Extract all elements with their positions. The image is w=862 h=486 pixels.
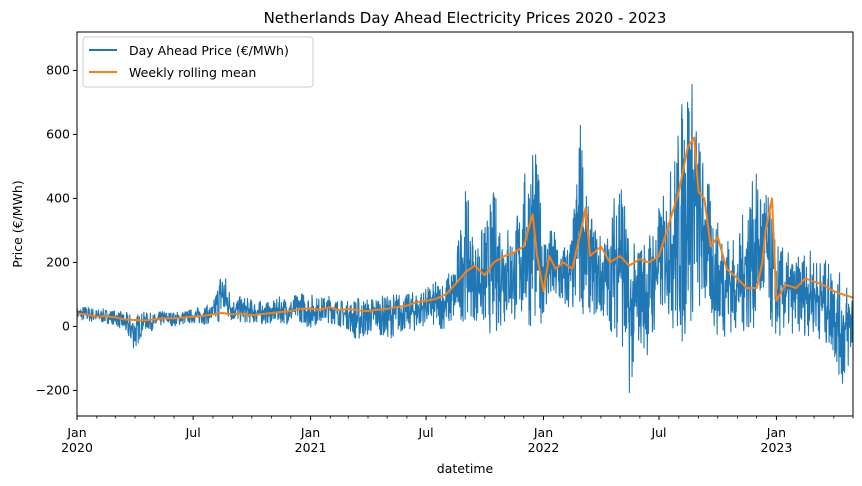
x-tick-label: Jan <box>533 425 553 440</box>
y-tick-label: 800 <box>46 62 70 77</box>
x-tick-label: Jul <box>650 425 666 440</box>
chart-title: Netherlands Day Ahead Electricity Prices… <box>264 9 667 27</box>
x-tick-label: Jul <box>418 425 434 440</box>
x-axis-label: datetime <box>437 461 494 476</box>
x-tick-year-label: 2021 <box>295 440 327 455</box>
y-tick-label: 0 <box>62 318 70 333</box>
x-tick-label: Jul <box>185 425 201 440</box>
x-tick-label: Jan <box>766 425 786 440</box>
x-tick-label: Jan <box>300 425 320 440</box>
y-axis-label: Price (€/MWh) <box>10 180 25 267</box>
y-tick-label: 200 <box>46 254 70 269</box>
series-line-price <box>77 83 853 394</box>
plot-frame <box>76 31 854 417</box>
x-tick-year-label: 2023 <box>761 440 793 455</box>
y-tick-label: 600 <box>46 126 70 141</box>
x-tick-year-label: 2022 <box>528 440 560 455</box>
legend-label-price: Day Ahead Price (€/MWh) <box>129 43 289 58</box>
plot-area <box>76 31 854 417</box>
series-line-rolling-mean <box>77 136 853 322</box>
legend-box <box>82 36 314 88</box>
x-tick-label: Jan <box>66 425 86 440</box>
legend: Day Ahead Price (€/MWh) Weekly rolling m… <box>82 36 314 88</box>
y-tick-label: −200 <box>36 382 70 397</box>
legend-label-rolling-mean: Weekly rolling mean <box>129 65 256 80</box>
x-tick-year-label: 2020 <box>61 440 93 455</box>
y-axis: −200 0 200 400 600 800 <box>36 62 77 397</box>
y-tick-label: 400 <box>46 190 70 205</box>
